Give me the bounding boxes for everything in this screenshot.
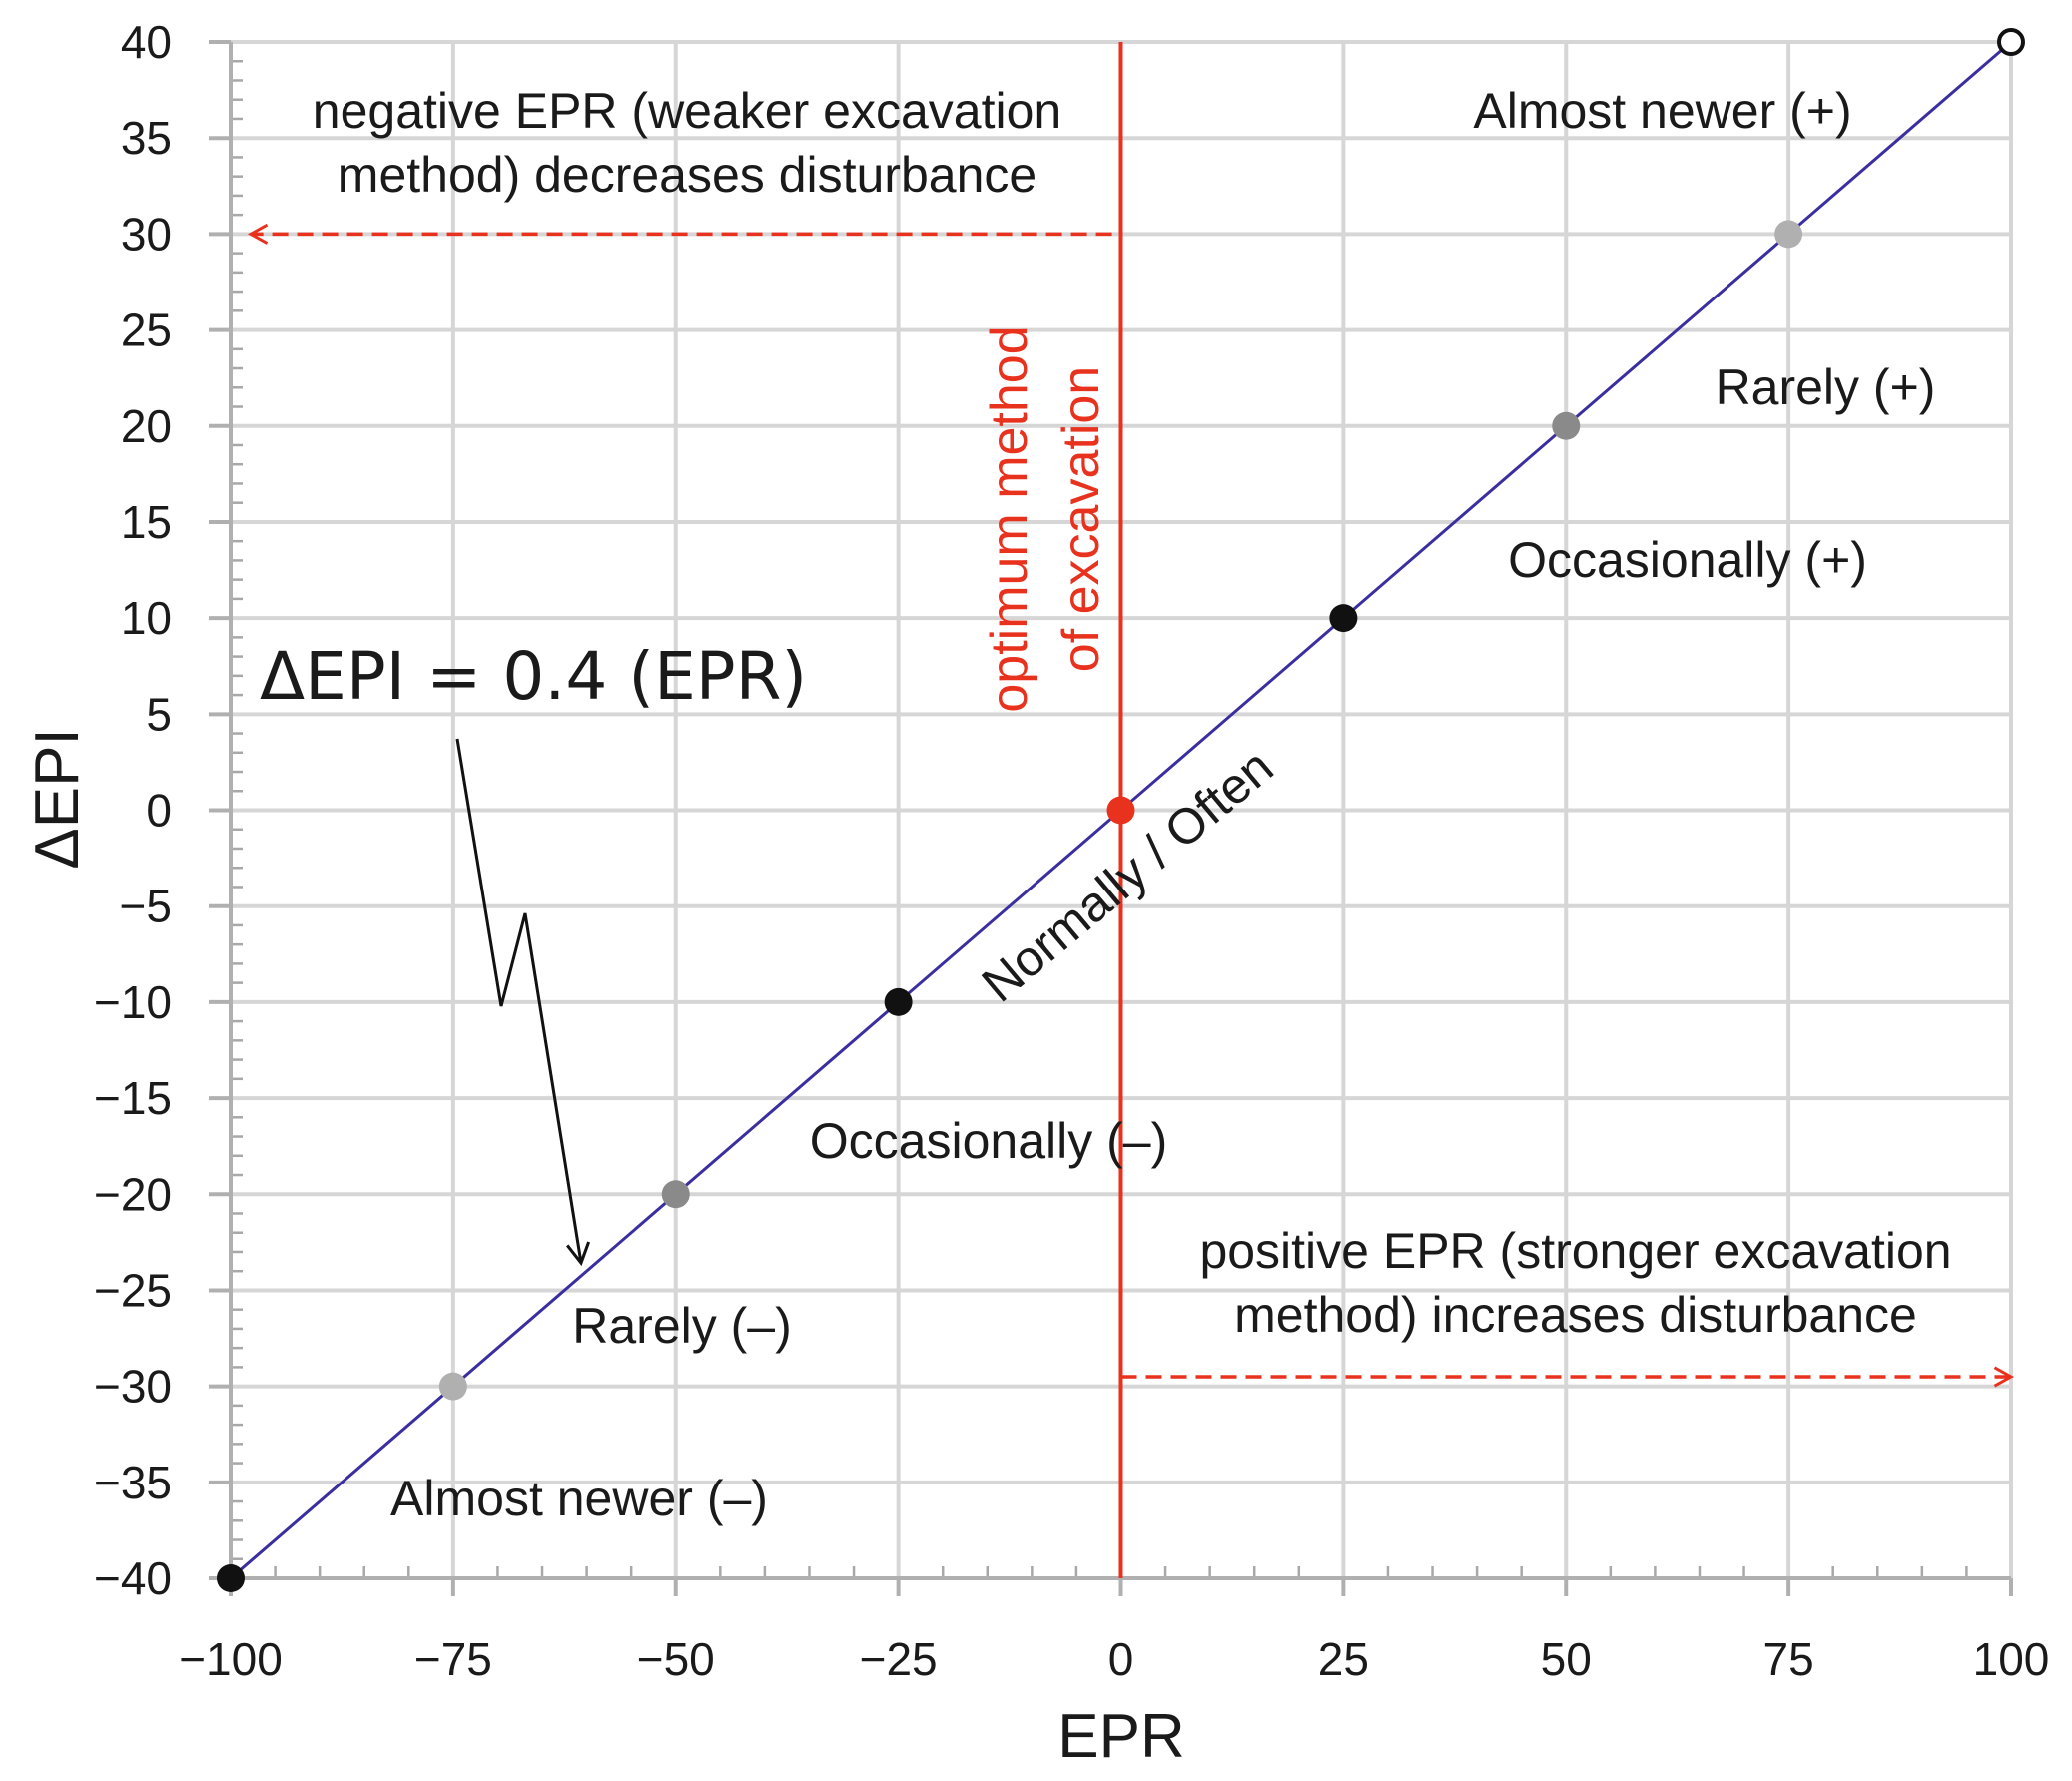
y-tick-label-10: −10	[94, 976, 172, 1028]
positive-note-line2: method) increases disturbance	[1234, 1287, 1917, 1343]
label-occasionally-pos: Occasionally (+)	[1508, 532, 1867, 588]
data-point-7	[1774, 220, 1803, 249]
negative-note-line2: method) decreases disturbance	[338, 147, 1036, 203]
data-point-1	[438, 1372, 467, 1401]
data-points	[217, 28, 2025, 1592]
label-occasionally-neg: Occasionally (–)	[810, 1113, 1167, 1169]
label-almost-newer-pos: Almost newer (+)	[1473, 83, 1851, 139]
label-normally-often: Normally / Often	[972, 738, 1284, 1012]
y-tick-label-15: −35	[94, 1457, 172, 1508]
y-tick-label-12: −20	[94, 1168, 172, 1220]
minor-ticks	[231, 59, 1968, 1578]
label-almost-newer-neg: Almost newer (–)	[390, 1471, 768, 1526]
data-point-8	[1997, 28, 2025, 56]
data-point-4	[1106, 796, 1135, 825]
y-tick-label-8: 0	[146, 785, 172, 837]
annotation-arrows	[247, 223, 2015, 1388]
x-tick-label-1: −75	[414, 1633, 492, 1685]
data-point-6	[1552, 411, 1581, 440]
x-axis-title: EPR	[1057, 1702, 1184, 1771]
data-point-0	[217, 1564, 245, 1592]
y-tick-label-4: 20	[121, 400, 172, 452]
x-tick-label-4: 0	[1108, 1633, 1134, 1685]
y-tick-label-16: −40	[94, 1552, 172, 1604]
y-tick-labels: 40 35 30 25 20 15 10 5 0 −5 −10 −15 −20 −25 −30 −35 −40	[94, 16, 172, 1604]
x-tick-label-5: 25	[1318, 1633, 1369, 1685]
optimum-label-line2: of excavation	[1052, 366, 1110, 672]
positive-note-line1: positive EPR (stronger excavation	[1199, 1223, 1951, 1279]
equation-label: ΔEPI = 0.4 (EPR)	[260, 638, 807, 715]
y-tick-label-6: 10	[121, 592, 172, 644]
label-rarely-neg: Rarely (–)	[572, 1298, 791, 1354]
equation-pointer-arrow	[455, 738, 591, 1267]
x-tick-label-7: 75	[1763, 1633, 1814, 1685]
x-tick-label-0: −100	[179, 1633, 283, 1685]
data-point-3	[884, 987, 913, 1016]
x-tick-label-2: −50	[637, 1633, 715, 1685]
x-tick-labels: −100 −75 −50 −25 0 25 50 75 100	[179, 1633, 2049, 1685]
x-tick-label-3: −25	[860, 1633, 938, 1685]
data-point-2	[661, 1180, 690, 1209]
negative-note-line1: negative EPR (weaker excavation	[313, 83, 1061, 139]
y-tick-label-1: 35	[121, 112, 172, 164]
y-tick-label-7: 5	[146, 688, 172, 740]
y-tick-label-13: −25	[94, 1264, 172, 1316]
y-tick-label-5: 15	[121, 496, 172, 548]
y-tick-label-14: −30	[94, 1361, 172, 1413]
label-rarely-pos: Rarely (+)	[1716, 359, 1936, 415]
y-tick-label-3: 25	[121, 304, 172, 356]
x-tick-label-8: 100	[1973, 1633, 2050, 1685]
y-tick-label-11: −15	[94, 1072, 172, 1124]
x-tick-label-6: 50	[1541, 1633, 1592, 1685]
y-tick-label-2: 30	[121, 208, 172, 260]
y-tick-label-9: −5	[120, 881, 172, 932]
y-tick-label-0: 40	[121, 16, 172, 68]
optimum-label-line1: optimum method	[981, 325, 1038, 712]
y-axis-title: ΔEPI	[23, 728, 92, 869]
data-point-5	[1329, 604, 1358, 633]
